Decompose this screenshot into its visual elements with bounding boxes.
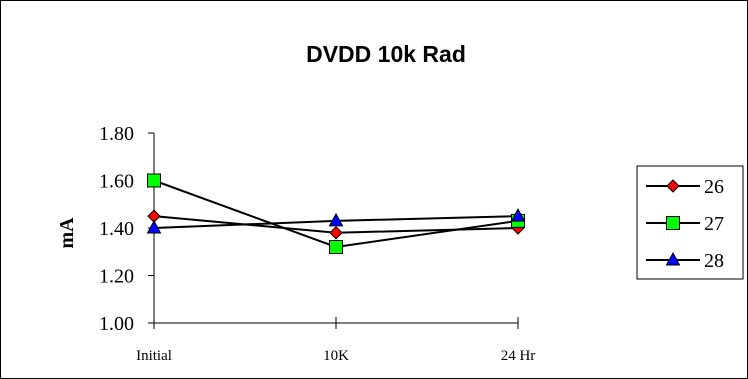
legend-item-26: 26 xyxy=(646,176,724,198)
y-tick-label: 1.80 xyxy=(99,123,134,145)
data-point xyxy=(147,173,161,188)
legend-label: 26 xyxy=(704,176,724,198)
chart-title: DVDD 10k Rad xyxy=(306,41,466,67)
x-tick-label: 10K xyxy=(323,348,349,364)
legend-label: 27 xyxy=(704,213,724,235)
legend-marker xyxy=(665,251,681,266)
legend-label: 28 xyxy=(704,250,724,272)
legend-item-27: 27 xyxy=(646,213,724,235)
y-tick-label: 1.60 xyxy=(99,171,134,193)
x-tick-label: Initial xyxy=(136,348,172,364)
y-axis-label: mA xyxy=(56,217,78,249)
x-tick-label: 24 Hr xyxy=(501,348,536,364)
plot-area xyxy=(146,173,526,254)
legend-marker xyxy=(666,216,680,230)
series-markers-28 xyxy=(146,208,526,234)
legend: 26 27 28 xyxy=(646,176,724,272)
data-point xyxy=(146,219,162,234)
legend-marker xyxy=(666,179,680,193)
data-point xyxy=(328,212,344,227)
y-tick-label: 1.40 xyxy=(99,218,134,240)
data-point xyxy=(329,240,343,254)
data-point xyxy=(510,208,526,222)
y-axis-ticks: 1.00 1.20 1.40 1.60 1.80 xyxy=(99,123,154,335)
x-axis-ticks: Initial 10K 24 Hr xyxy=(136,317,535,364)
legend-item-28: 28 xyxy=(646,250,724,272)
y-tick-label: 1.20 xyxy=(99,266,134,288)
data-point xyxy=(329,226,343,240)
y-tick-label: 1.00 xyxy=(99,313,134,335)
